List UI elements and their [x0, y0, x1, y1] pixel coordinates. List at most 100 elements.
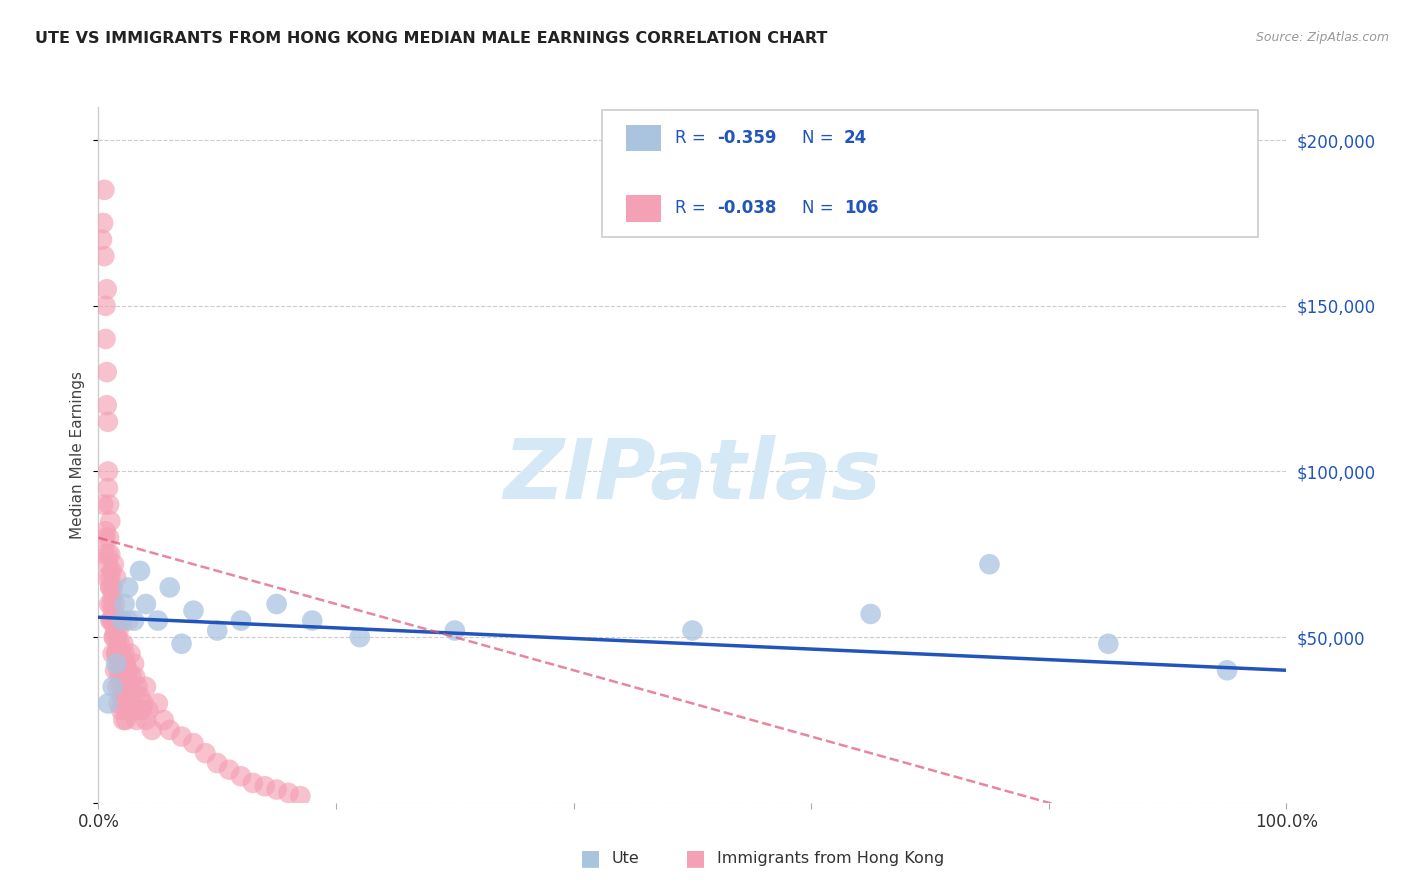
Point — [105, 614, 128, 628]
Point — [93, 547, 115, 561]
Point — [117, 614, 139, 628]
Point — [112, 697, 135, 711]
Point — [114, 697, 136, 711]
Point — [93, 183, 115, 197]
Text: N =: N = — [801, 129, 839, 147]
Point — [97, 465, 120, 479]
Point — [159, 581, 181, 595]
Point — [117, 663, 139, 677]
Point — [97, 547, 120, 561]
Point — [105, 647, 128, 661]
Point — [125, 713, 148, 727]
Point — [104, 663, 127, 677]
Point — [103, 630, 125, 644]
Point — [122, 703, 145, 717]
Point — [98, 570, 121, 584]
Point — [207, 756, 229, 770]
Point — [136, 703, 159, 717]
Point — [218, 763, 240, 777]
Point — [146, 614, 169, 628]
Point — [107, 680, 129, 694]
Point — [114, 713, 136, 727]
Point — [97, 558, 120, 572]
Point — [94, 531, 117, 545]
Point — [183, 604, 205, 618]
Point — [101, 604, 124, 618]
Point — [290, 789, 312, 804]
Point — [111, 657, 134, 671]
Point — [107, 624, 129, 638]
Point — [98, 581, 121, 595]
Text: R =: R = — [675, 129, 711, 147]
Point — [100, 597, 122, 611]
Point — [135, 680, 157, 694]
Point — [104, 624, 127, 638]
Point — [135, 713, 157, 727]
Point — [170, 637, 193, 651]
Point — [93, 249, 115, 263]
Point — [277, 786, 299, 800]
Point — [107, 630, 129, 644]
Point — [1097, 637, 1119, 651]
Point — [120, 647, 142, 661]
Point — [229, 614, 252, 628]
Text: UTE VS IMMIGRANTS FROM HONG KONG MEDIAN MALE EARNINGS CORRELATION CHART: UTE VS IMMIGRANTS FROM HONG KONG MEDIAN … — [35, 31, 828, 46]
Point — [110, 703, 132, 717]
Point — [101, 614, 124, 628]
Point — [111, 673, 134, 688]
Point — [859, 607, 882, 621]
Point — [122, 657, 145, 671]
Point — [105, 647, 128, 661]
Point — [112, 713, 135, 727]
Point — [91, 216, 114, 230]
Point — [115, 670, 138, 684]
Point — [98, 514, 121, 528]
Point — [101, 647, 124, 661]
Point — [207, 624, 229, 638]
Point — [108, 657, 131, 671]
Point — [97, 481, 120, 495]
Point — [100, 564, 122, 578]
Text: ■: ■ — [581, 848, 600, 868]
Point — [301, 614, 323, 628]
Point — [152, 713, 174, 727]
Text: Ute: Ute — [612, 851, 640, 865]
Point — [183, 736, 205, 750]
Text: ■: ■ — [686, 848, 706, 868]
Text: ZIPatlas: ZIPatlas — [503, 435, 882, 516]
Point — [104, 614, 127, 628]
Y-axis label: Median Male Earnings: Median Male Earnings — [70, 371, 86, 539]
Point — [112, 637, 135, 651]
Point — [110, 680, 132, 694]
Point — [98, 581, 121, 595]
Point — [111, 690, 134, 704]
Point — [229, 769, 252, 783]
Point — [98, 498, 121, 512]
Point — [159, 723, 181, 737]
Point — [122, 614, 145, 628]
Text: R =: R = — [675, 199, 711, 217]
Point — [114, 657, 136, 671]
Text: Immigrants from Hong Kong: Immigrants from Hong Kong — [717, 851, 945, 865]
Point — [110, 647, 132, 661]
Point — [101, 581, 124, 595]
Point — [107, 640, 129, 654]
Point — [266, 782, 288, 797]
Point — [141, 723, 163, 737]
Point — [96, 398, 118, 412]
Point — [682, 624, 704, 638]
Point — [111, 614, 134, 628]
Point — [170, 730, 193, 744]
Point — [96, 570, 118, 584]
Point — [103, 558, 125, 572]
Point — [127, 680, 149, 694]
Point — [194, 746, 217, 760]
Point — [101, 591, 124, 605]
Point — [111, 614, 134, 628]
Point — [98, 597, 121, 611]
Point — [979, 558, 1001, 572]
Text: 106: 106 — [844, 199, 879, 217]
Point — [114, 690, 136, 704]
Point — [242, 776, 264, 790]
Point — [129, 564, 152, 578]
